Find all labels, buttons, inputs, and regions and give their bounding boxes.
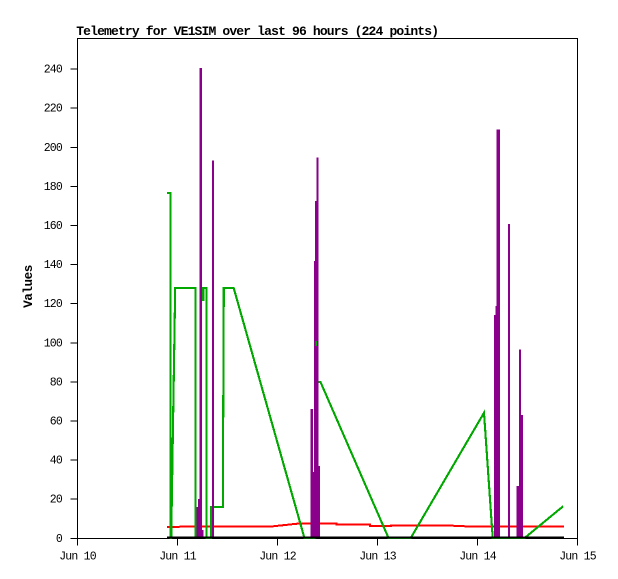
svg-text:Telemetry for VE1SIM over last: Telemetry for VE1SIM over last 96 hours … (76, 24, 438, 39)
svg-text:Jun 10: Jun 10 (59, 551, 97, 564)
svg-text:Jun 12: Jun 12 (259, 551, 297, 564)
svg-text:180: 180 (44, 181, 63, 194)
svg-text:60: 60 (50, 416, 63, 429)
svg-text:Values: Values (21, 265, 36, 308)
svg-text:80: 80 (50, 376, 63, 389)
svg-text:20: 20 (50, 494, 63, 507)
svg-text:160: 160 (44, 220, 63, 233)
svg-text:100: 100 (44, 337, 63, 350)
svg-text:Jun 11: Jun 11 (159, 551, 197, 564)
svg-text:200: 200 (44, 142, 63, 155)
svg-text:140: 140 (44, 259, 63, 272)
svg-text:40: 40 (50, 455, 63, 468)
svg-text:220: 220 (44, 103, 63, 116)
svg-text:240: 240 (44, 64, 63, 77)
svg-text:Jun 14: Jun 14 (459, 551, 497, 564)
svg-text:Jun 15: Jun 15 (559, 551, 597, 564)
svg-text:120: 120 (44, 298, 63, 311)
svg-text:0: 0 (56, 533, 63, 546)
svg-text:Jun 13: Jun 13 (359, 551, 397, 564)
